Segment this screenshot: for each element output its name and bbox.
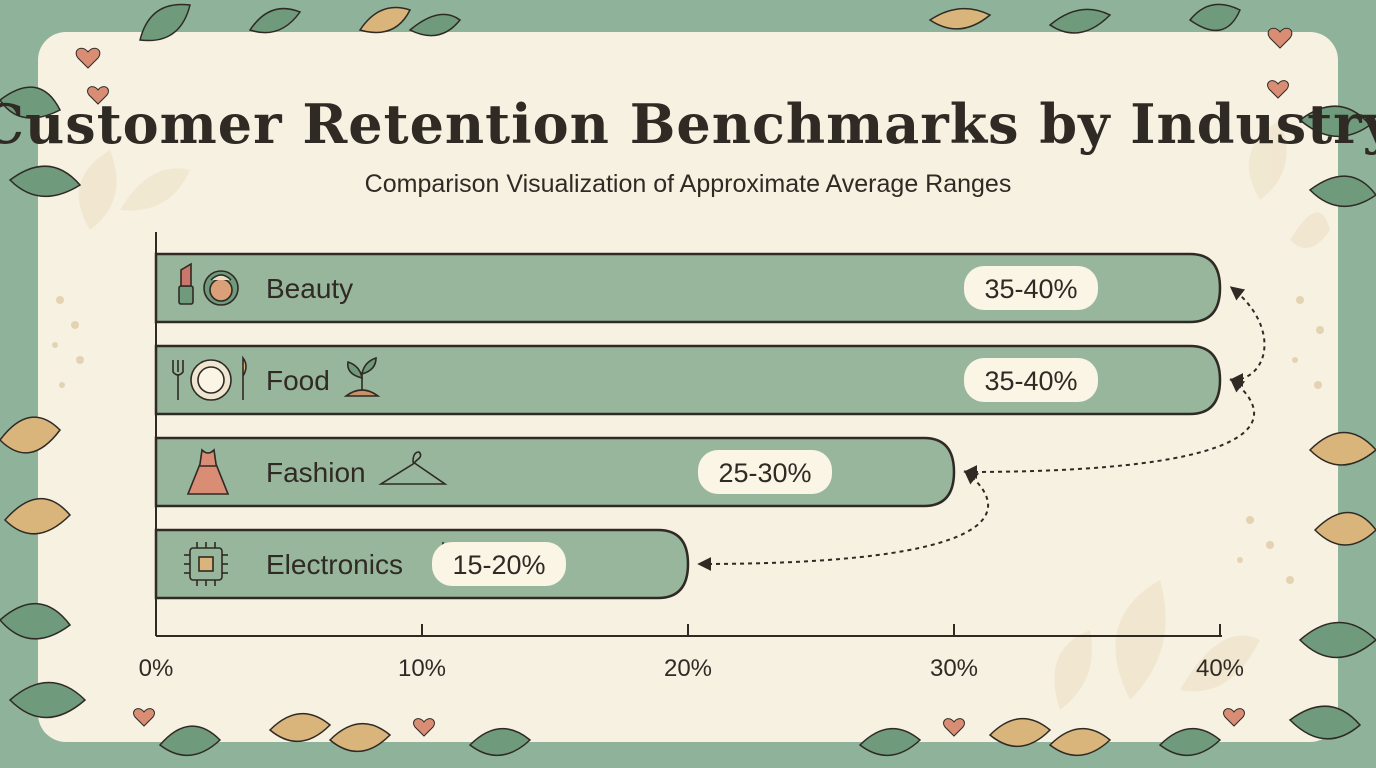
plate-icon — [190, 359, 232, 401]
bar-group-fashion: Fashion 25-30% — [154, 436, 956, 508]
comparison-arrow — [1229, 286, 1266, 387]
data-label-pill: 35-40% — [964, 266, 1098, 310]
bar-electronics — [154, 528, 690, 600]
category-label: Electronics — [266, 549, 403, 580]
data-label: 15-20% — [452, 550, 545, 580]
data-label-pill: 25-30% — [698, 450, 832, 494]
x-tick-label: 20% — [664, 655, 712, 682]
fork-icon — [172, 360, 184, 400]
data-label-pill: 35-40% — [964, 358, 1098, 402]
lipstick-icon — [178, 262, 194, 305]
dot-decoration — [52, 296, 1324, 584]
dress-icon — [186, 448, 230, 495]
hanger-icon — [378, 451, 448, 485]
heart-decoration — [75, 27, 1293, 737]
comparison-arrow — [963, 378, 1255, 479]
x-tick-label: 10% — [398, 655, 446, 682]
data-label: 35-40% — [984, 366, 1077, 396]
x-tick-label: 30% — [930, 655, 978, 682]
data-label: 25-30% — [718, 458, 811, 488]
data-label-pill: 15-20% — [432, 542, 566, 586]
knife-icon — [242, 355, 247, 400]
comparison-arrows — [697, 286, 1266, 571]
faded-leaf-decoration — [78, 120, 1330, 710]
x-tick-label: 0% — [139, 655, 174, 682]
sprout-icon — [343, 356, 381, 397]
category-label: Beauty — [266, 273, 353, 304]
compact-icon — [203, 270, 239, 306]
category-label: Food — [266, 365, 330, 396]
page-title: Customer Retention Benchmarks by Industr… — [0, 92, 1376, 156]
x-tick-label: 40% — [1196, 655, 1244, 682]
bar-group-food: Food 35-40% — [154, 344, 1222, 416]
page-subtitle: Comparison Visualization of Approximate … — [365, 170, 1012, 198]
category-label: Fashion — [266, 457, 366, 488]
bar-beauty — [154, 252, 1222, 324]
bar-group-electronics: Electronics 15-20% — [154, 528, 690, 600]
comparison-arrow — [697, 470, 989, 571]
data-label: 35-40% — [984, 274, 1077, 304]
circuit-chip-icon — [184, 542, 228, 586]
bar-group-beauty: Beauty 35-40% — [154, 252, 1222, 324]
